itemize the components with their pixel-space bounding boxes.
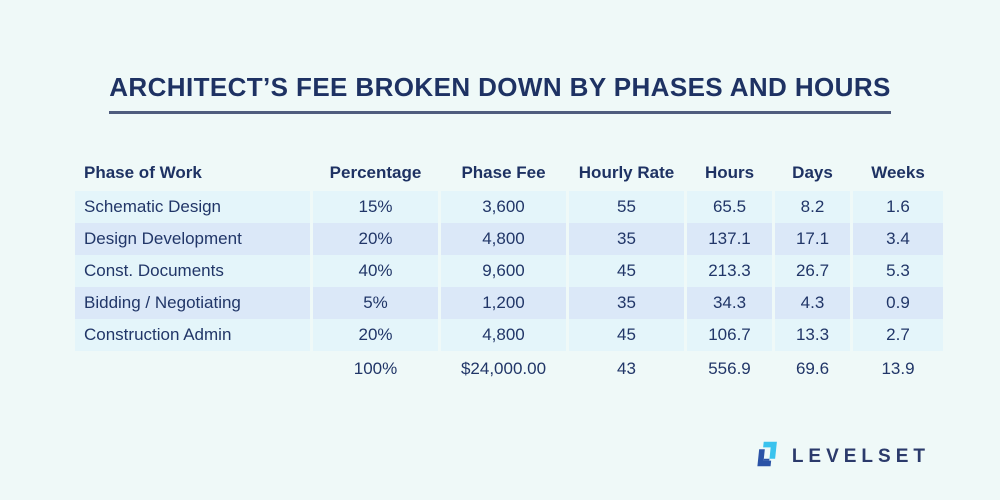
cell-weeks: 3.4 bbox=[853, 223, 943, 255]
cell-phase-of-work: Const. Documents bbox=[75, 255, 310, 287]
cell-hours: 65.5 bbox=[687, 191, 772, 223]
cell-phase-of-work: Design Development bbox=[75, 223, 310, 255]
totals-cell-percentage: 100% bbox=[353, 359, 398, 378]
cell-hours: 213.3 bbox=[687, 255, 772, 287]
table-row: Construction Admin 20% 4,800 45 106.7 13… bbox=[75, 319, 943, 351]
cell-phase-fee: 3,600 bbox=[441, 191, 566, 223]
table-row: Bidding / Negotiating 5% 1,200 35 34.3 4… bbox=[75, 287, 943, 319]
cell-percentage: 40% bbox=[313, 255, 438, 287]
cell-weeks: 5.3 bbox=[853, 255, 943, 287]
page-title: ARCHITECT’S FEE BROKEN DOWN BY PHASES AN… bbox=[109, 72, 891, 114]
cell-hours: 106.7 bbox=[687, 319, 772, 351]
table-row: Schematic Design 15% 3,600 55 65.5 8.2 1… bbox=[75, 191, 943, 223]
cell-days: 8.2 bbox=[775, 191, 850, 223]
totals-cell-phase-fee: $24,000.00 bbox=[460, 359, 547, 378]
column-header-phase-of-work: Phase of Work bbox=[84, 163, 202, 182]
cell-days: 26.7 bbox=[775, 255, 850, 287]
totals-cell-weeks: 13.9 bbox=[881, 359, 915, 378]
cell-phase-fee: 1,200 bbox=[441, 287, 566, 319]
cell-phase-fee: 9,600 bbox=[441, 255, 566, 287]
fee-table: Phase of Work Percentage Phase Fee Hourl… bbox=[75, 158, 943, 385]
cell-hourly-rate: 55 bbox=[569, 191, 684, 223]
table-row: Const. Documents 40% 9,600 45 213.3 26.7… bbox=[75, 255, 943, 287]
cell-days: 4.3 bbox=[775, 287, 850, 319]
cell-phase-of-work: Schematic Design bbox=[75, 191, 310, 223]
cell-percentage: 5% bbox=[313, 287, 438, 319]
cell-days: 17.1 bbox=[775, 223, 850, 255]
cell-hours: 137.1 bbox=[687, 223, 772, 255]
table-header-row: Phase of Work Percentage Phase Fee Hourl… bbox=[75, 158, 925, 191]
cell-phase-of-work: Construction Admin bbox=[75, 319, 310, 351]
cell-hourly-rate: 45 bbox=[569, 255, 684, 287]
column-header-days: Days bbox=[792, 163, 833, 182]
cell-phase-fee: 4,800 bbox=[441, 223, 566, 255]
totals-cell-days: 69.6 bbox=[795, 359, 830, 378]
column-header-hours: Hours bbox=[704, 163, 755, 182]
cell-hourly-rate: 35 bbox=[569, 287, 684, 319]
column-header-weeks: Weeks bbox=[871, 163, 925, 182]
cell-hourly-rate: 45 bbox=[569, 319, 684, 351]
levelset-logo-icon bbox=[750, 437, 782, 476]
brand-name: LEVELSET bbox=[791, 445, 930, 467]
cell-percentage: 20% bbox=[313, 319, 438, 351]
cell-hours: 34.3 bbox=[687, 287, 772, 319]
cell-weeks: 0.9 bbox=[853, 287, 943, 319]
table-row: Design Development 20% 4,800 35 137.1 17… bbox=[75, 223, 943, 255]
column-header-percentage: Percentage bbox=[329, 163, 422, 182]
totals-row: 100% $24,000.00 43 556.9 69.6 13.9 bbox=[75, 351, 925, 385]
column-header-phase-fee: Phase Fee bbox=[461, 163, 546, 182]
cell-hourly-rate: 35 bbox=[569, 223, 684, 255]
column-header-hourly-rate: Hourly Rate bbox=[578, 163, 675, 182]
cell-weeks: 2.7 bbox=[853, 319, 943, 351]
table-body: Schematic Design 15% 3,600 55 65.5 8.2 1… bbox=[75, 191, 943, 351]
cell-weeks: 1.6 bbox=[853, 191, 943, 223]
cell-percentage: 20% bbox=[313, 223, 438, 255]
totals-cell-hours: 556.9 bbox=[708, 359, 751, 378]
cell-phase-fee: 4,800 bbox=[441, 319, 566, 351]
brand-lockup: LEVELSET bbox=[750, 437, 930, 476]
totals-cell bbox=[75, 351, 310, 385]
cell-percentage: 15% bbox=[313, 191, 438, 223]
title-wrap: ARCHITECT’S FEE BROKEN DOWN BY PHASES AN… bbox=[0, 0, 1000, 114]
cell-days: 13.3 bbox=[775, 319, 850, 351]
totals-cell-hourly-rate: 43 bbox=[617, 359, 636, 378]
cell-phase-of-work: Bidding / Negotiating bbox=[75, 287, 310, 319]
